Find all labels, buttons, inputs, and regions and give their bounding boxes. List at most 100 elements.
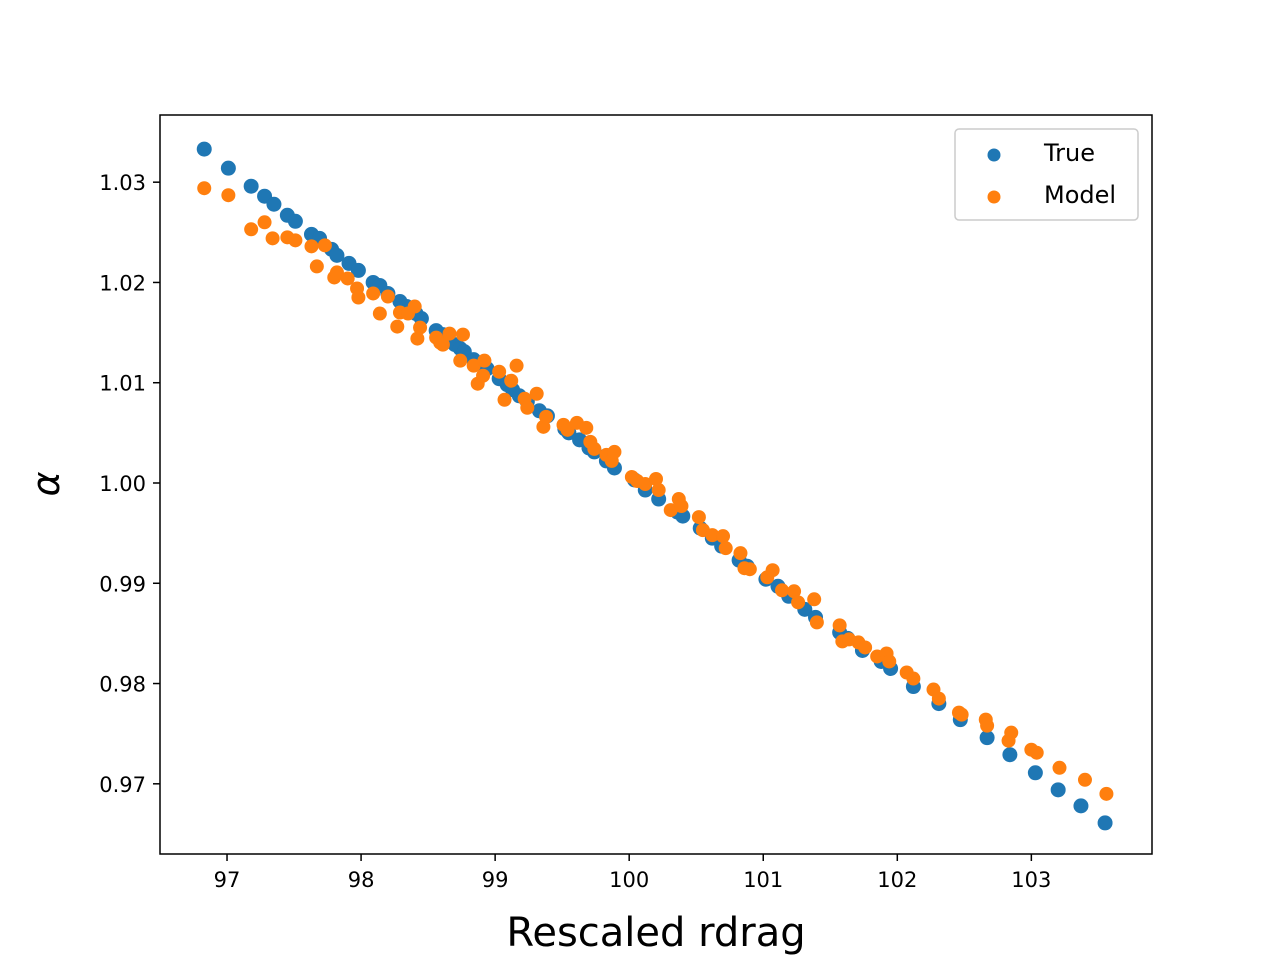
model-point bbox=[520, 400, 535, 415]
model-point bbox=[587, 441, 602, 456]
y-axis: 0.97 0.98 0.99 1.00 1.01 1.02 1.03 bbox=[99, 171, 160, 797]
model-point bbox=[742, 562, 757, 577]
x-tick-label: 102 bbox=[877, 868, 917, 892]
model-point bbox=[257, 215, 272, 230]
series-model-markers bbox=[197, 181, 1114, 801]
model-point bbox=[410, 331, 425, 346]
model-point bbox=[492, 364, 507, 379]
true-point bbox=[196, 141, 212, 157]
model-point bbox=[413, 320, 428, 335]
true-point bbox=[350, 262, 366, 278]
model-point bbox=[1077, 772, 1092, 787]
model-point bbox=[954, 707, 969, 722]
model-point bbox=[504, 373, 519, 388]
model-point bbox=[858, 640, 873, 655]
legend: True Model bbox=[954, 128, 1139, 221]
model-point bbox=[288, 233, 303, 248]
x-tick-label: 97 bbox=[214, 868, 241, 892]
model-point bbox=[733, 546, 748, 561]
model-point bbox=[329, 265, 344, 280]
model-point bbox=[197, 181, 212, 196]
model-point bbox=[809, 615, 824, 630]
model-point bbox=[366, 286, 381, 301]
model-point bbox=[649, 471, 663, 486]
x-tick-label: 101 bbox=[743, 868, 783, 892]
model-point bbox=[390, 319, 405, 334]
model-point bbox=[663, 503, 678, 518]
model-point bbox=[372, 306, 387, 321]
model-point bbox=[509, 358, 524, 373]
model-point bbox=[477, 353, 492, 368]
y-tick-label: 1.02 bbox=[99, 271, 146, 295]
true-point bbox=[1097, 815, 1113, 831]
model-point bbox=[466, 358, 481, 373]
plot-frame bbox=[159, 114, 1153, 855]
model-point bbox=[309, 259, 324, 274]
y-tick-label: 0.99 bbox=[99, 572, 146, 596]
model-point bbox=[221, 188, 236, 203]
model-point bbox=[674, 499, 689, 514]
true-point bbox=[979, 730, 995, 746]
x-axis-label: Rescaled rdrag bbox=[506, 910, 805, 956]
model-point bbox=[691, 510, 706, 525]
model-point bbox=[775, 583, 790, 598]
model-point bbox=[1052, 760, 1067, 775]
model-point bbox=[1099, 786, 1114, 801]
model-point bbox=[407, 299, 422, 314]
true-point bbox=[266, 196, 282, 212]
model-point bbox=[317, 238, 332, 253]
model-point bbox=[476, 368, 491, 383]
model-point bbox=[529, 386, 544, 401]
model-point bbox=[265, 231, 280, 246]
model-point bbox=[435, 337, 450, 352]
true-point bbox=[1050, 782, 1066, 798]
x-tick-label: 99 bbox=[482, 868, 509, 892]
true-point bbox=[329, 247, 345, 263]
model-point bbox=[791, 595, 806, 610]
model-point bbox=[787, 584, 802, 599]
true-point bbox=[1002, 747, 1018, 763]
model-point bbox=[1029, 745, 1044, 760]
model-point bbox=[931, 691, 946, 706]
x-tick-label: 103 bbox=[1011, 868, 1051, 892]
true-point bbox=[287, 213, 303, 229]
model-point bbox=[442, 326, 457, 341]
model-point bbox=[453, 353, 468, 368]
model-point bbox=[716, 529, 731, 544]
legend-marker-true bbox=[987, 148, 1001, 162]
model-point bbox=[807, 592, 822, 607]
model-point bbox=[579, 420, 594, 435]
model-point bbox=[882, 654, 897, 669]
legend-label-true: True bbox=[1043, 139, 1095, 167]
y-tick-label: 1.01 bbox=[99, 372, 146, 396]
legend-label-model: Model bbox=[1044, 181, 1116, 209]
model-point bbox=[1004, 725, 1019, 740]
y-tick-label: 0.98 bbox=[99, 673, 146, 697]
model-point bbox=[380, 289, 395, 304]
model-point bbox=[832, 618, 847, 633]
legend-marker-model bbox=[987, 190, 1001, 204]
model-point bbox=[340, 271, 355, 286]
legend-box bbox=[954, 128, 1139, 221]
x-tick-label: 100 bbox=[609, 868, 649, 892]
model-point bbox=[455, 327, 470, 342]
true-point bbox=[220, 160, 236, 176]
y-tick-label: 1.00 bbox=[99, 472, 146, 496]
y-tick-label: 0.97 bbox=[99, 773, 146, 797]
model-point bbox=[607, 444, 622, 459]
model-point bbox=[705, 528, 720, 543]
model-point bbox=[638, 476, 653, 491]
true-point bbox=[1073, 798, 1089, 814]
model-point bbox=[497, 392, 512, 407]
model-point bbox=[244, 222, 259, 237]
model-point bbox=[304, 239, 319, 254]
model-point bbox=[651, 483, 666, 498]
model-point bbox=[765, 563, 780, 578]
true-point bbox=[1027, 765, 1043, 781]
x-axis: 97 98 99 100 101 102 103 bbox=[214, 854, 1051, 892]
x-tick-label: 98 bbox=[348, 868, 375, 892]
model-point bbox=[351, 290, 366, 305]
true-point bbox=[243, 178, 259, 194]
model-point bbox=[718, 541, 733, 556]
